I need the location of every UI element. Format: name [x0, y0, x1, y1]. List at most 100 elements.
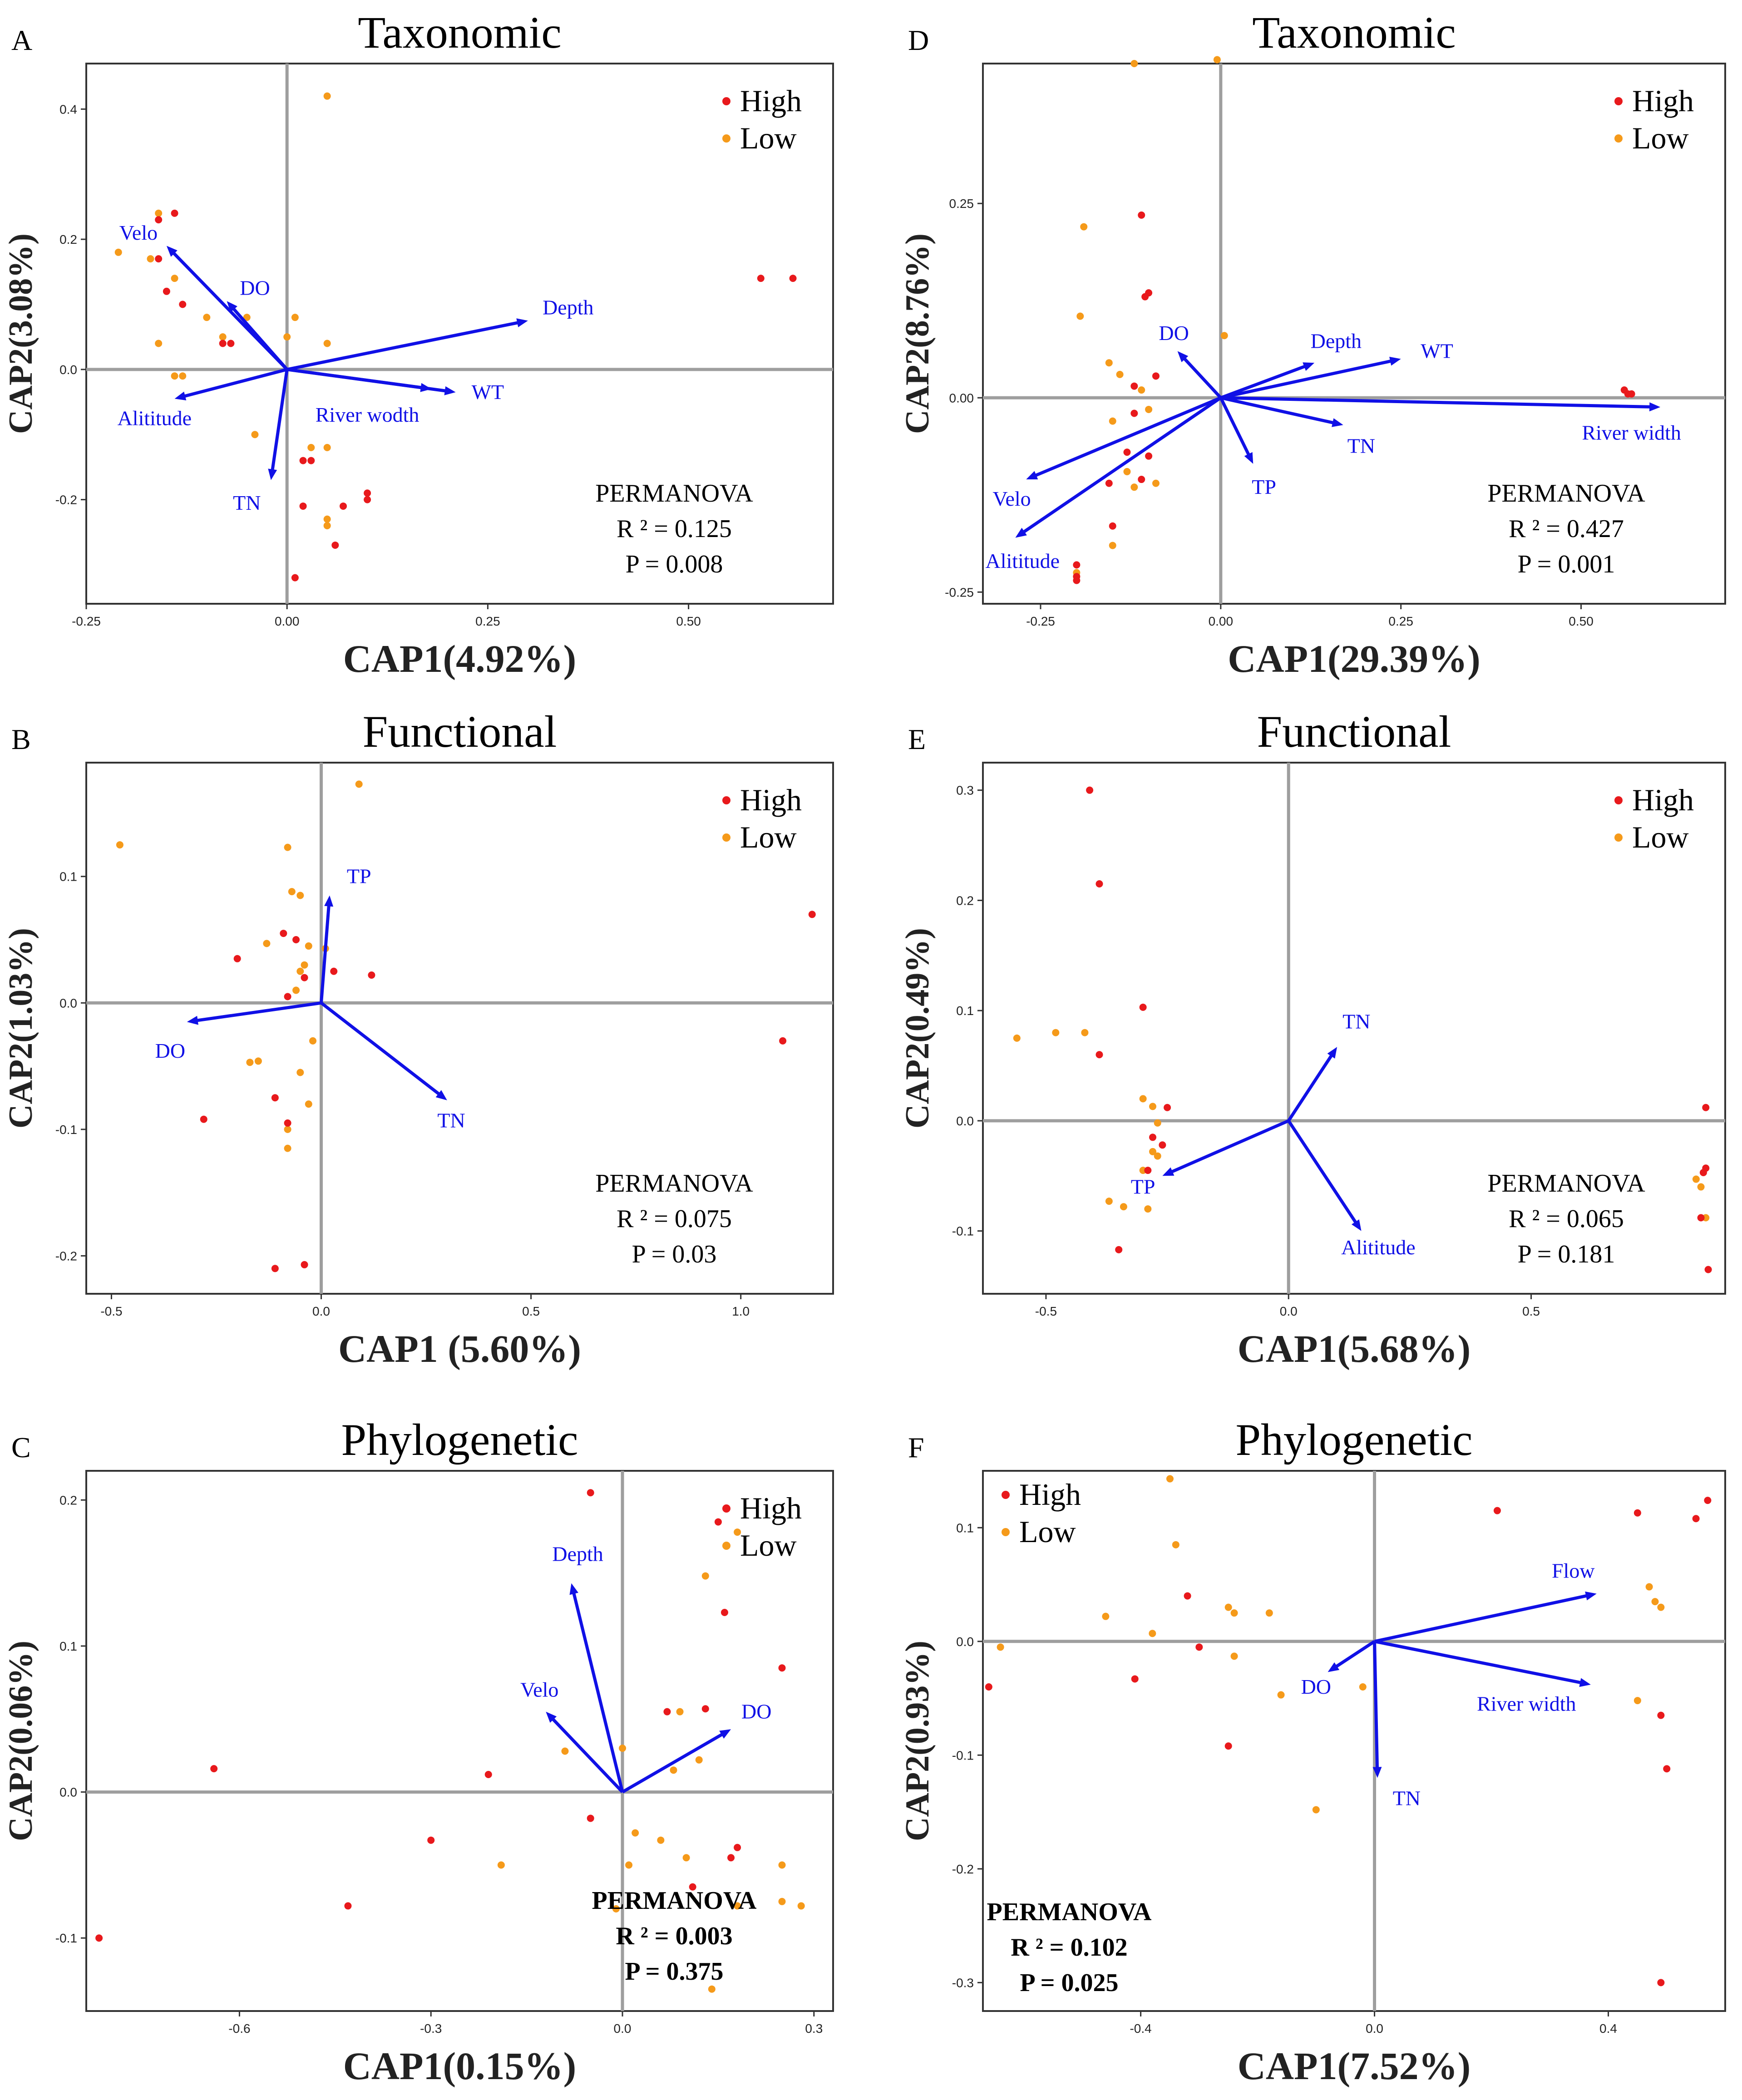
vector-velo — [1033, 396, 1222, 478]
point-low — [292, 986, 300, 994]
x-tick-label: -0.25 — [72, 614, 101, 628]
point-high — [1624, 390, 1632, 398]
y-tick-label: -0.3 — [952, 1976, 974, 1990]
vector-label: DO — [1301, 1675, 1331, 1698]
point-low — [243, 314, 251, 321]
stats-p: P = 0.375 — [625, 1957, 723, 1986]
vector-label: Velo — [992, 487, 1031, 510]
panel-f: F Phylogenetic -0.4 0.0 0.4 -0.3 -0.2 -0.1 0.0 0.… — [899, 1415, 1726, 2088]
point-low — [708, 1985, 716, 1993]
permanova-stats: PERMANOVA R ² = 0.427 P = 0.001 — [1487, 479, 1645, 578]
point-high — [1138, 211, 1145, 219]
point-low — [1139, 1095, 1147, 1103]
point-high — [1692, 1515, 1700, 1523]
legend-label-high: High — [1632, 84, 1694, 118]
point-low — [1149, 1103, 1157, 1110]
permanova-stats: PERMANOVA R ² = 0.102 P = 0.025 — [987, 1898, 1152, 1997]
point-high — [427, 1836, 435, 1844]
stats-title: PERMANOVA — [1487, 1169, 1645, 1198]
x-tick-label: 0.0 — [1280, 1304, 1298, 1318]
y-tick-label: 0.0 — [956, 1114, 974, 1128]
point-low — [323, 522, 331, 529]
vector-velo — [550, 1716, 624, 1793]
point-high — [808, 911, 816, 918]
x-tick-label: -0.25 — [1026, 614, 1055, 628]
point-high — [284, 1119, 291, 1127]
vector-label: Depth — [1311, 329, 1362, 352]
vector-alititude — [182, 368, 288, 399]
point-low — [283, 333, 291, 341]
y-tick-label: -0.1 — [952, 1748, 974, 1762]
panel-letter: E — [908, 723, 926, 755]
point-low — [323, 340, 331, 347]
vector-arrowhead — [1332, 418, 1343, 427]
point-low — [778, 1898, 786, 1905]
chart-title: Phylogenetic — [341, 1415, 578, 1465]
point-low — [561, 1747, 569, 1755]
vector-river-wodth — [286, 368, 424, 389]
vector-label: Velo — [119, 221, 158, 244]
legend-swatch-high — [1614, 97, 1623, 105]
point-low — [307, 444, 315, 451]
point-low — [497, 1861, 505, 1869]
vector-label: DO — [240, 276, 270, 300]
legend-label-low: Low — [740, 1528, 797, 1563]
x-tick-label: -0.5 — [100, 1304, 122, 1318]
point-high — [95, 1934, 103, 1942]
vector-label: DO — [155, 1039, 185, 1062]
y-tick-label: -0.2 — [952, 1862, 974, 1876]
point-low — [1102, 1612, 1110, 1620]
point-low — [701, 1572, 709, 1580]
point-low — [309, 1037, 317, 1045]
point-low — [155, 340, 163, 347]
vector-river-width — [1220, 396, 1653, 409]
point-high — [292, 936, 300, 943]
point-low — [1123, 468, 1131, 475]
point-high — [789, 275, 797, 282]
point-high — [1130, 382, 1138, 390]
legend-swatch-high — [722, 796, 730, 804]
point-low — [254, 1057, 262, 1065]
panel-letter: F — [908, 1431, 924, 1464]
vector-arrowhead — [435, 1090, 447, 1100]
point-low — [670, 1766, 677, 1774]
point-low — [797, 1902, 805, 1910]
point-low — [1651, 1598, 1659, 1606]
point-low — [296, 892, 304, 899]
x-tick-label: 0.3 — [805, 2021, 823, 2036]
point-high — [1663, 1765, 1671, 1773]
vector-arrowhead — [1351, 1219, 1362, 1231]
y-tick-label: -0.2 — [55, 1249, 77, 1263]
point-high — [1086, 786, 1094, 794]
stats-r2: R ² = 0.427 — [1509, 515, 1624, 543]
y-axis-label: CAP2(0.06%) — [2, 1641, 39, 1841]
vector-do — [622, 1732, 725, 1794]
vector-label: Flow — [1552, 1559, 1595, 1582]
point-low — [296, 967, 304, 975]
point-high — [280, 930, 287, 937]
stats-p: P = 0.181 — [1518, 1240, 1615, 1268]
point-low — [171, 372, 178, 380]
chart-title: Taxonomic — [1252, 7, 1456, 58]
legend-swatch-low — [1614, 833, 1623, 842]
stats-title: PERMANOVA — [595, 479, 753, 508]
legend-swatch-high — [722, 1504, 730, 1513]
point-low — [1152, 479, 1160, 487]
vector-arrowhead — [1389, 356, 1401, 366]
x-tick-label: 0.0 — [1366, 2021, 1383, 2036]
point-low — [1213, 56, 1221, 64]
chart-title: Taxonomic — [358, 7, 561, 58]
point-low — [284, 1144, 291, 1152]
stats-title: PERMANOVA — [592, 1887, 757, 1915]
points-group — [116, 780, 816, 1272]
point-high — [331, 541, 339, 549]
point-high — [1073, 577, 1081, 584]
legend-label-low: Low — [1632, 121, 1689, 155]
points-group — [1073, 56, 1635, 584]
point-low — [1081, 1029, 1089, 1036]
legend-label-high: High — [1019, 1477, 1081, 1512]
point-high — [1224, 1742, 1232, 1750]
point-low — [305, 942, 312, 950]
vector-label: River width — [1582, 421, 1681, 444]
point-high — [778, 1664, 786, 1672]
